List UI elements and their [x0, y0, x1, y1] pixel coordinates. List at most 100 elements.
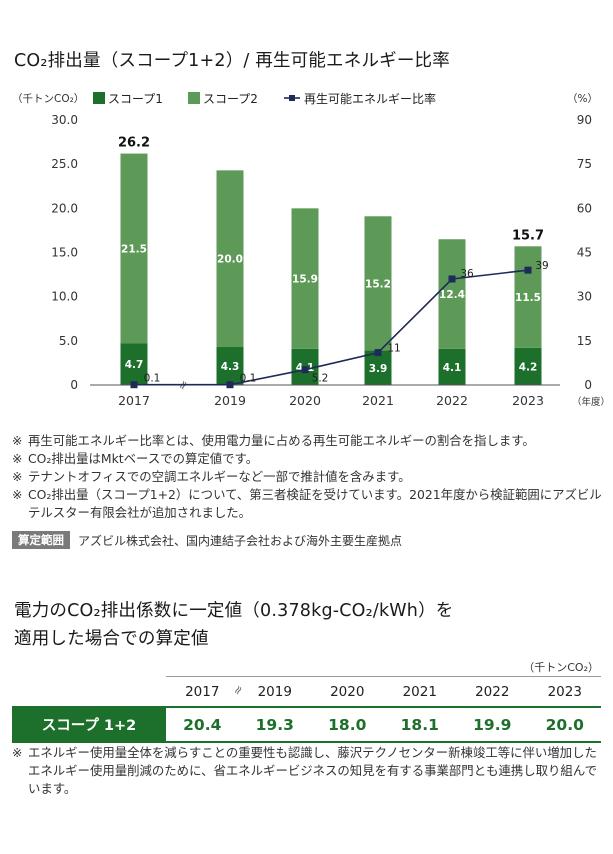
table-title-line1: 電力のCO₂排出係数に一定値（0.378kg-CO₂/kWh）を — [14, 601, 454, 621]
table-cell: 20.0 — [528, 706, 601, 743]
x-tick-label: 2017 — [118, 393, 150, 408]
bar-scope2 — [514, 246, 542, 348]
renewable-ratio-point — [374, 349, 382, 357]
bar-label-scope1: 3.9 — [369, 363, 388, 375]
table-cell: 19.9 — [456, 706, 529, 743]
note-mark: ※ — [12, 469, 23, 484]
renewable-ratio-label: 0.1 — [144, 373, 161, 385]
table-cell: 18.1 — [383, 706, 456, 743]
note-item: ※ CO₂排出量はMktベースでの算定値です。 — [12, 450, 602, 468]
legend-swatch — [188, 92, 200, 104]
left-tick-label: 25.0 — [51, 157, 78, 171]
note-item: ※ テナントオフィスでの空調エネルギーなど一部で推計値を含みます。 — [12, 468, 602, 486]
left-tick-label: 10.0 — [51, 290, 78, 304]
renewable-ratio-label: 36 — [460, 268, 474, 280]
emissions-chart: （千トンCO₂） （%） スコープ1 スコープ2 再生可能エネルギー比率 0 5.0 10.0… — [12, 91, 610, 408]
table-year-header: 2019 ≈ — [229, 676, 311, 707]
bar-total-label: 26.2 — [118, 136, 150, 151]
x-tick-label: 2020 — [289, 393, 321, 408]
x-tick-label: 2021 — [362, 393, 394, 408]
x-tick-label: 2023 — [512, 393, 544, 408]
table-year-header: 2021 — [383, 676, 456, 707]
bar-scope1 — [120, 343, 148, 385]
renewable-ratio-label: 5.2 — [312, 373, 329, 385]
right-tick-label: 15 — [577, 334, 592, 348]
bottom-note: ※ エネルギー使用量全体を減らすことの重要性も認識し、藤沢テクノセンター新棟竣工… — [12, 744, 602, 798]
bar-label-scope1: 4.7 — [125, 359, 144, 371]
left-tick-label: 20.0 — [51, 201, 78, 215]
bar-scope1 — [216, 347, 244, 385]
bar-scope2 — [120, 153, 148, 344]
bar-scope2 — [291, 208, 319, 349]
note-item: ※ 再生可能エネルギー比率とは、使用電力量に占める再生可能エネルギーの割合を指しま… — [12, 432, 602, 450]
bar-total-label: 15.7 — [512, 228, 544, 243]
table-unit: （千トンCO₂） — [523, 661, 599, 674]
renewable-ratio-point — [524, 266, 532, 274]
bottom-note-text: エネルギー使用量全体を減らすことの重要性も認識し、藤沢テクノセンター新棟竣工等に… — [28, 745, 597, 796]
table-year-header: 2017 — [166, 676, 239, 707]
bar-scope1 — [514, 347, 542, 385]
legend-label: 再生可能エネルギー比率 — [304, 91, 436, 106]
scope-text: アズビル株式会社、国内連結子会社および海外主要生産拠点 — [78, 533, 403, 548]
table-year-header: 2023 — [528, 676, 601, 707]
renewable-ratio-point — [448, 275, 456, 283]
table-cell: 18.0 — [311, 706, 384, 743]
right-axis-unit: （%） — [567, 93, 598, 105]
table-row-label: スコープ 1+2 — [12, 706, 166, 743]
x-tick-label: 2019 — [214, 393, 246, 408]
note-item: ※ CO₂排出量（スコープ1+2）について、第三者検証を受けています。2021年度… — [12, 486, 602, 522]
renewable-ratio-point — [130, 381, 138, 389]
table-cell: 19.3 — [238, 706, 311, 743]
bar-label-scope2: 12.4 — [439, 289, 465, 301]
note-mark: ※ — [12, 487, 23, 502]
right-tick-label: 45 — [577, 246, 592, 260]
right-tick-label: 60 — [577, 201, 592, 215]
bar-scope2 — [216, 170, 244, 348]
renewable-ratio-label: 11 — [387, 343, 400, 355]
table-year-header: 2022 — [456, 676, 529, 707]
table-corner — [12, 677, 166, 708]
legend-label: スコープ2 — [203, 92, 258, 106]
table-cell: 20.4 — [166, 706, 239, 743]
bar-label-scope2: 21.5 — [121, 244, 147, 256]
emission-table: 2017 2019 ≈2020 2021 2022 2023 スコープ 1+2 20.4 19… — [12, 676, 601, 743]
right-tick-label: 75 — [577, 157, 592, 171]
bar-scope1 — [364, 350, 392, 385]
left-tick-label: 30.0 — [51, 113, 78, 127]
bar-scope1 — [438, 348, 466, 385]
right-tick-label: 0 — [584, 378, 592, 392]
note-text: CO₂排出量（スコープ1+2）について、第三者検証を受けています。2021年度か… — [28, 487, 602, 520]
note-text: CO₂排出量はMktベースでの算定値です。 — [28, 451, 259, 466]
renewable-ratio-line — [134, 269, 529, 386]
right-tick-label: 30 — [577, 290, 592, 304]
bar-scope2 — [364, 216, 392, 351]
bar-label-scope1: 4.1 — [443, 362, 462, 374]
legend-label: スコープ1 — [108, 92, 163, 106]
bar-label-scope2: 11.5 — [515, 292, 541, 304]
scope-tag: 算定範囲 — [12, 531, 70, 549]
left-tick-label: 15.0 — [51, 246, 78, 260]
bar-label-scope1: 4.2 — [519, 361, 538, 373]
table-title-line2: 適用した場合での算定値 — [14, 629, 209, 649]
left-axis-unit: （千トンCO₂） — [12, 93, 84, 105]
scope-row: 算定範囲 アズビル株式会社、国内連結子会社および海外主要生産拠点 — [12, 531, 402, 549]
bar-label-scope2: 20.0 — [217, 254, 243, 266]
bottom-note-mark: ※ — [12, 745, 23, 760]
left-tick-label: 5.0 — [59, 334, 78, 348]
renewable-ratio-label: 39 — [535, 260, 548, 272]
bar-label-scope1: 4.3 — [221, 361, 240, 373]
note-mark: ※ — [12, 433, 23, 448]
legend-marker — [289, 95, 295, 101]
right-tick-label: 90 — [577, 113, 592, 127]
notes-block: ※ 再生可能エネルギー比率とは、使用電力量に占める再生可能エネルギーの割合を指しま… — [12, 432, 602, 522]
chart-title: CO₂排出量（スコープ1+2）/ 再生可能エネルギー比率 — [14, 51, 450, 71]
note-mark: ※ — [12, 451, 23, 466]
renewable-ratio-point — [301, 366, 309, 374]
bar-scope2 — [438, 239, 466, 349]
renewable-ratio-label: 0.1 — [240, 373, 257, 385]
x-tick-label: 2022 — [436, 393, 468, 408]
note-text: 再生可能エネルギー比率とは、使用電力量に占める再生可能エネルギーの割合を指します… — [28, 433, 535, 448]
x-axis-unit: （年度） — [572, 396, 610, 408]
bar-label-scope2: 15.9 — [292, 274, 318, 286]
